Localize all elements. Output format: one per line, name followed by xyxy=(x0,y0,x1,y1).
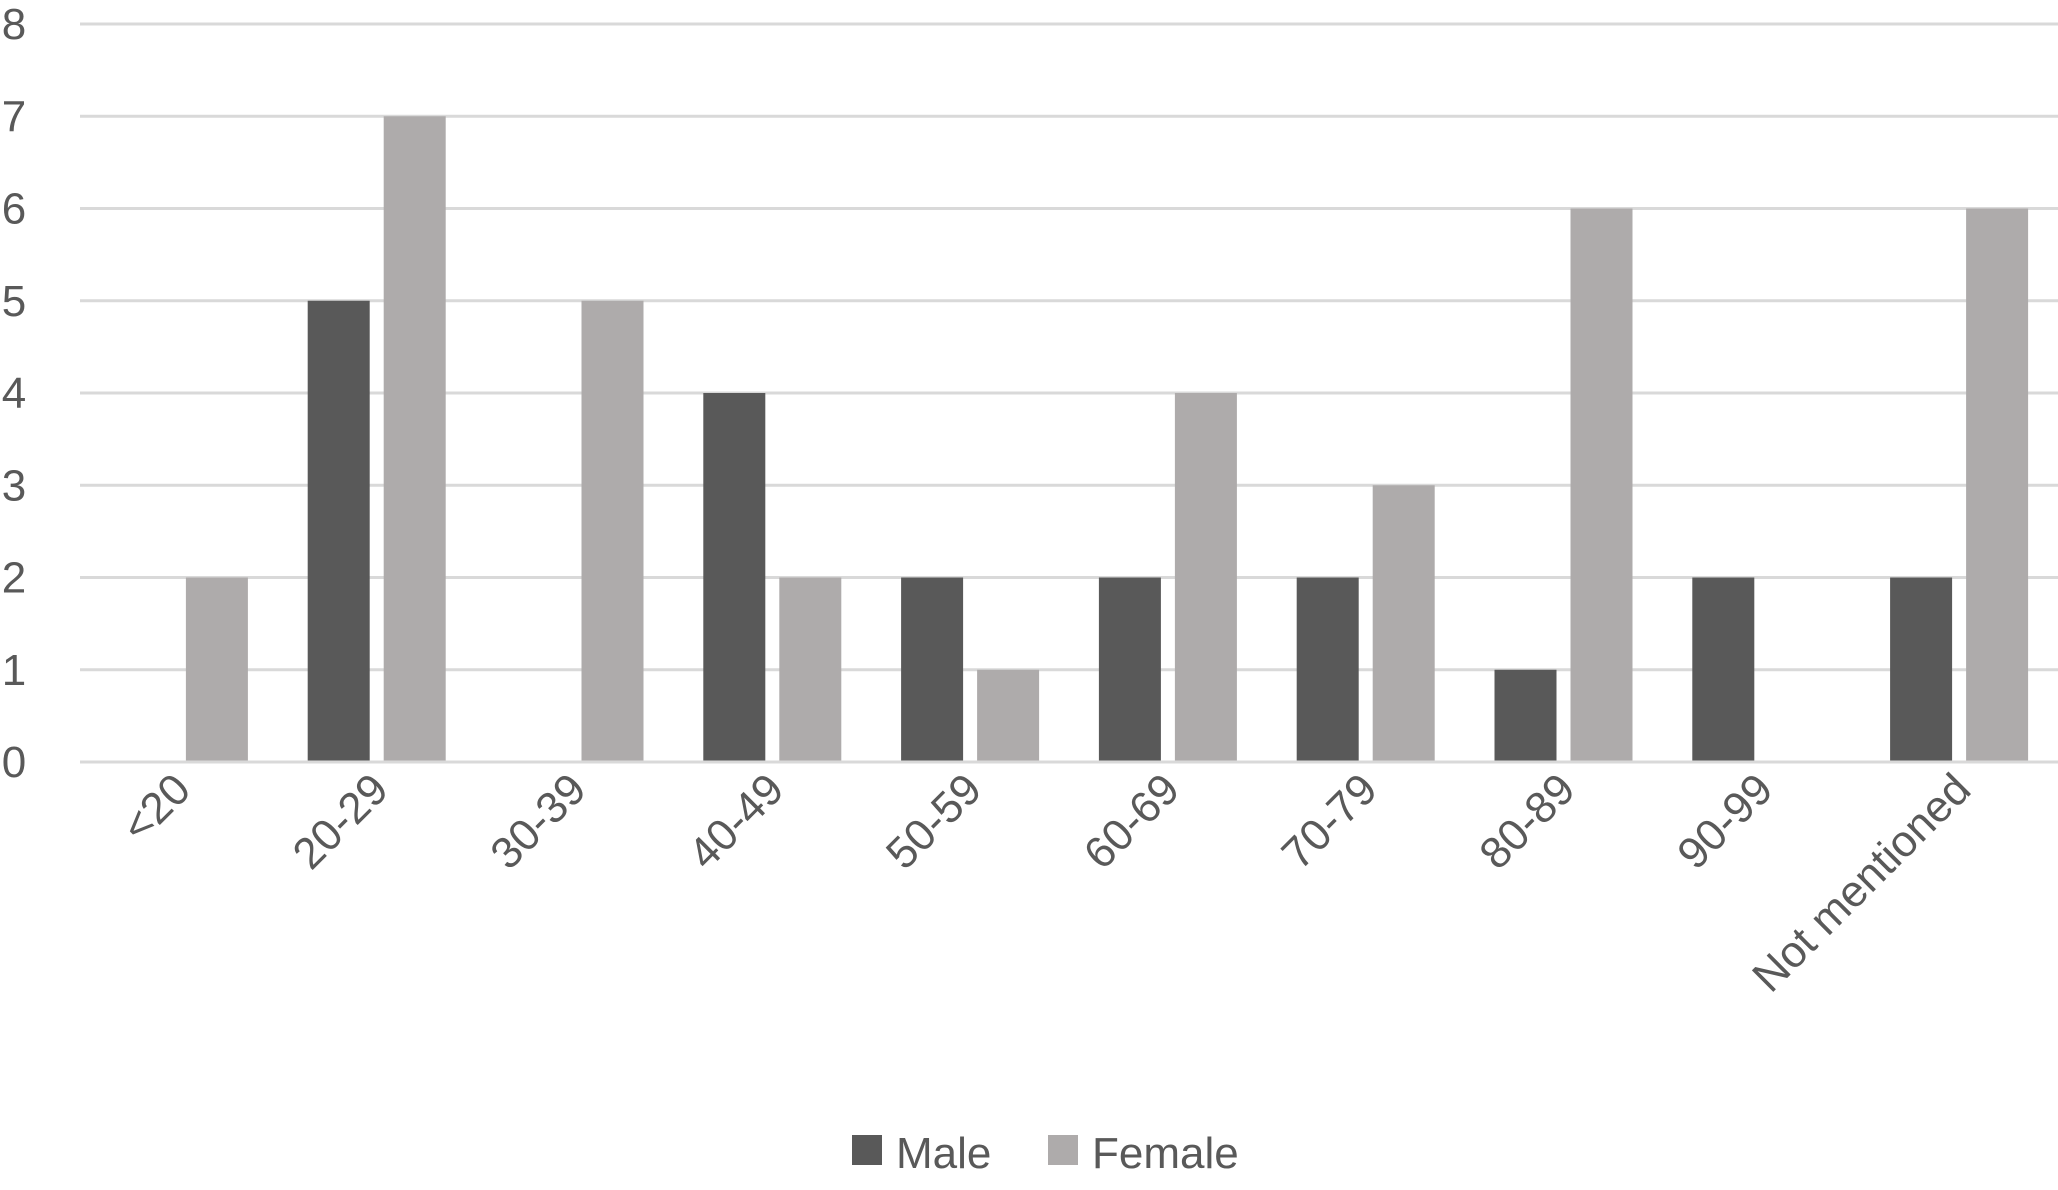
legend-swatch-male xyxy=(852,1135,882,1165)
bar-female-7 xyxy=(1570,208,1633,762)
bar-female-3 xyxy=(779,577,842,762)
bar-female-1 xyxy=(383,116,446,762)
legend-swatch-female xyxy=(1048,1135,1078,1165)
y-tick-label: 3 xyxy=(2,461,26,510)
y-tick-label: 2 xyxy=(2,554,26,603)
y-axis-ticks: 0 1 2 3 4 5 6 7 8 xyxy=(2,0,26,787)
bar-male-3 xyxy=(703,393,766,762)
bar-female-6 xyxy=(1372,485,1435,762)
x-tick-label: 20-29 xyxy=(284,764,398,878)
bar-female-4 xyxy=(977,669,1040,762)
bar-male-5 xyxy=(1098,577,1161,762)
bar-male-8 xyxy=(1692,577,1755,762)
gridlines xyxy=(80,22,2058,672)
bar-male-9 xyxy=(1890,577,1953,762)
legend-label-male: Male xyxy=(896,1129,991,1178)
x-tick-label: 70-79 xyxy=(1273,764,1387,878)
bar-female-5 xyxy=(1174,393,1237,762)
x-tick-label: 80-89 xyxy=(1470,764,1584,878)
y-tick-label: 6 xyxy=(2,185,26,234)
bar-female-2 xyxy=(581,300,644,762)
bar-male-4 xyxy=(901,577,964,762)
y-tick-label: 0 xyxy=(2,738,26,787)
bar-female-9 xyxy=(1966,208,2029,762)
y-tick-label: 7 xyxy=(2,92,26,141)
x-axis-ticks: <20 20-29 30-39 40-49 50-59 60-69 70-79 80-89 90… xyxy=(113,764,1981,1001)
x-tick-label: <20 xyxy=(113,764,200,851)
bar-male-6 xyxy=(1296,577,1359,762)
bar-female-0 xyxy=(185,577,248,762)
bar-male-1 xyxy=(307,300,370,762)
bar-male-7 xyxy=(1494,669,1557,762)
x-tick-label: 50-59 xyxy=(877,764,991,878)
y-tick-label: 1 xyxy=(2,646,26,695)
y-tick-label: 4 xyxy=(2,369,26,418)
legend-label-female: Female xyxy=(1092,1129,1239,1178)
x-tick-label: 90-99 xyxy=(1668,764,1782,878)
x-tick-label: 40-49 xyxy=(679,764,793,878)
y-tick-label: 5 xyxy=(2,277,26,326)
x-tick-label: 60-69 xyxy=(1075,764,1189,878)
legend: Male Female xyxy=(852,1129,1239,1178)
y-tick-label: 8 xyxy=(2,0,26,49)
bars xyxy=(185,116,2029,762)
x-tick-label: 30-39 xyxy=(481,764,595,878)
